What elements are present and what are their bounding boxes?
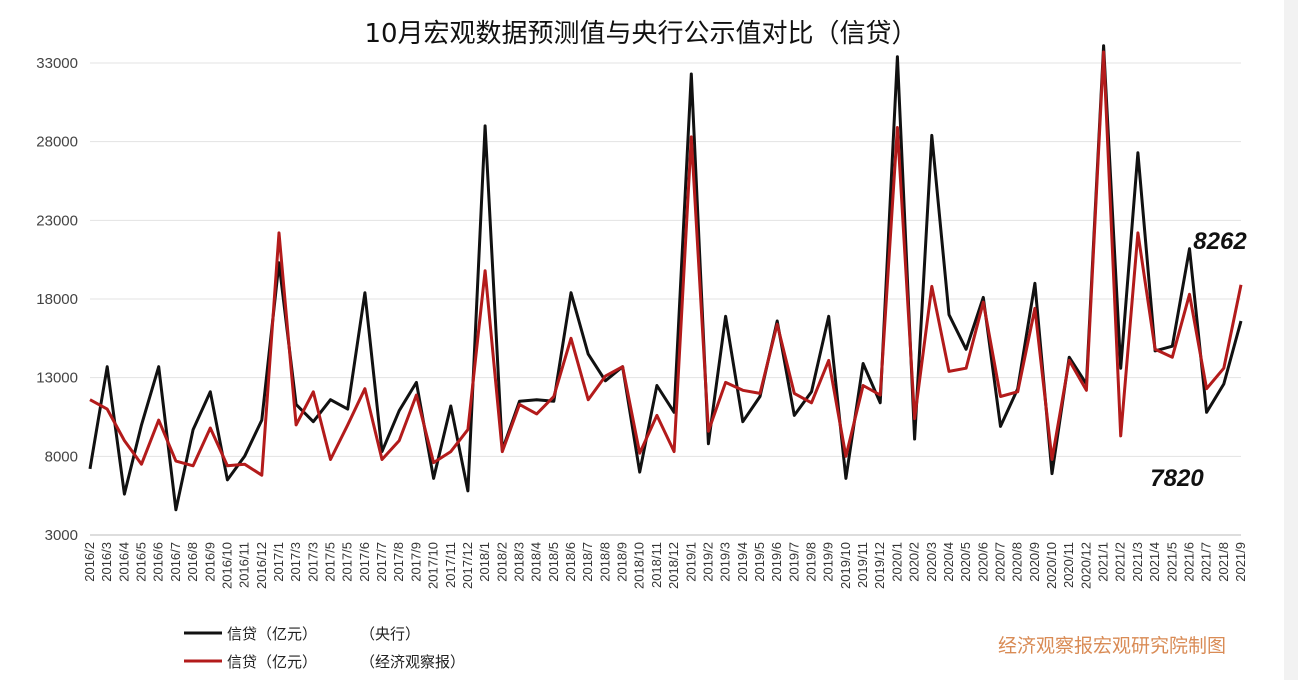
y-tick-label: 18000 — [36, 291, 78, 308]
x-tick-label: 2019/11 — [855, 542, 870, 588]
x-tick-label: 2021/9 — [1233, 542, 1248, 582]
legend-item-pboc: 信贷（亿元） （央行） — [184, 625, 420, 643]
legend-tag-pboc: （央行） — [360, 625, 420, 643]
x-tick-label: 2020/7 — [992, 542, 1007, 582]
y-tick-label: 13000 — [36, 370, 78, 387]
x-tick-label: 2018/5 — [546, 542, 561, 582]
x-tick-label: 2020/10 — [1044, 542, 1059, 589]
x-tick-label: 2020/8 — [1010, 542, 1025, 582]
x-tick-label: 2020/11 — [1061, 542, 1076, 588]
x-tick-label: 2017/6 — [357, 542, 372, 582]
x-tick-label: 2018/4 — [529, 542, 544, 582]
x-tick-label: 2017/12 — [460, 542, 475, 589]
x-tick-label: 2021/7 — [1199, 542, 1214, 582]
legend-label-pboc: 信贷（亿元） — [227, 625, 317, 643]
x-tick-label: 2019/8 — [804, 542, 819, 582]
x-tick-label: 2017/9 — [408, 542, 423, 582]
series-line-pboc — [88, 44, 1243, 512]
x-tick-label: 2019/4 — [735, 542, 750, 582]
scrollbar-track — [1284, 0, 1298, 680]
x-tick-label: 2019/7 — [786, 542, 801, 582]
x-tick-label: 2019/2 — [700, 542, 715, 582]
x-tick-label: 2020/5 — [958, 542, 973, 582]
x-axis-ticks: 2016/2 2016/3 2016/4 2016/5 2016/6 2016/7 2016… — [82, 542, 1248, 589]
x-tick-label: 2018/10 — [632, 542, 647, 589]
x-tick-label: 2017/3 — [288, 542, 303, 582]
x-tick-label: 2018/9 — [615, 542, 630, 582]
x-tick-label: 2017/5 — [340, 542, 355, 582]
x-tick-label: 2018/8 — [597, 542, 612, 582]
x-tick-label: 2020/1 — [889, 542, 904, 582]
annotation-7820: 7820 — [1150, 465, 1204, 492]
x-tick-label: 2016/10 — [219, 542, 234, 589]
x-tick-label: 2016/7 — [168, 542, 183, 582]
x-tick-label: 2020/12 — [1078, 542, 1093, 589]
x-tick-label: 2020/4 — [941, 542, 956, 582]
x-tick-label: 2017/10 — [426, 542, 441, 589]
annotation-8262: 8262 — [1193, 228, 1247, 255]
x-tick-label: 2016/8 — [185, 542, 200, 582]
y-tick-label: 33000 — [36, 55, 78, 72]
y-tick-label: 8000 — [45, 448, 78, 465]
x-tick-label: 2021/1 — [1096, 542, 1111, 582]
x-tick-label: 2019/12 — [872, 542, 887, 589]
x-tick-label: 2020/6 — [975, 542, 990, 582]
x-tick-label: 2016/12 — [254, 542, 269, 589]
x-tick-label: 2019/10 — [838, 542, 853, 589]
chart-credit: 经济观察报宏观研究院制图 — [998, 635, 1226, 657]
x-tick-label: 2021/2 — [1113, 542, 1128, 582]
x-tick-label: 2021/8 — [1216, 542, 1231, 582]
x-tick-label: 2021/3 — [1130, 542, 1145, 582]
y-tick-label: 3000 — [45, 527, 78, 544]
x-tick-label: 2020/2 — [907, 542, 922, 582]
series-line-eeo — [89, 50, 1243, 477]
x-tick-label: 2019/5 — [752, 542, 767, 582]
x-tick-label: 2018/7 — [580, 542, 595, 582]
x-tick-label: 2016/3 — [99, 542, 114, 582]
x-tick-label: 2017/3 — [305, 542, 320, 582]
x-tick-label: 2019/9 — [821, 542, 836, 582]
x-tick-label: 2020/3 — [924, 542, 939, 582]
x-tick-label: 2017/1 — [271, 542, 286, 582]
chart-title: 10月宏观数据预测值与央行公示值对比（信贷） — [364, 19, 917, 49]
x-tick-label: 2017/11 — [443, 542, 458, 588]
legend: 信贷（亿元） （央行） 信贷（亿元） （经济观察报） — [184, 625, 465, 671]
x-tick-label: 2018/6 — [563, 542, 578, 582]
x-tick-label: 2016/9 — [202, 542, 217, 582]
x-tick-label: 2018/12 — [666, 542, 681, 589]
grid-lines — [90, 62, 1241, 536]
y-axis-ticks: 3000 8000 13000 18000 23000 28000 33000 — [36, 55, 78, 544]
x-tick-label: 2021/4 — [1147, 542, 1162, 582]
legend-tag-eeo: （经济观察报） — [360, 653, 465, 671]
x-tick-label: 2016/5 — [134, 542, 149, 582]
x-tick-label: 2016/11 — [237, 542, 252, 588]
series-lines — [88, 44, 1243, 512]
x-tick-label: 2017/7 — [374, 542, 389, 582]
legend-item-eeo: 信贷（亿元） （经济观察报） — [184, 653, 465, 671]
x-tick-label: 2019/6 — [769, 542, 784, 582]
x-tick-label: 2018/1 — [477, 542, 492, 582]
legend-label-eeo: 信贷（亿元） — [227, 653, 317, 671]
x-tick-label: 2018/3 — [511, 542, 526, 582]
x-tick-label: 2017/5 — [323, 542, 338, 582]
x-tick-label: 2021/6 — [1181, 542, 1196, 582]
y-tick-label: 23000 — [36, 212, 78, 229]
x-tick-label: 2017/8 — [391, 542, 406, 582]
x-tick-label: 2020/9 — [1027, 542, 1042, 582]
x-tick-label: 2019/1 — [683, 542, 698, 582]
x-tick-label: 2018/11 — [649, 542, 664, 588]
x-tick-label: 2016/2 — [82, 542, 97, 582]
x-tick-label: 2021/5 — [1164, 542, 1179, 582]
y-tick-label: 28000 — [36, 134, 78, 151]
x-tick-label: 2019/3 — [718, 542, 733, 582]
x-tick-label: 2016/6 — [151, 542, 166, 582]
x-tick-label: 2018/2 — [494, 542, 509, 582]
x-tick-label: 2016/4 — [116, 542, 131, 582]
